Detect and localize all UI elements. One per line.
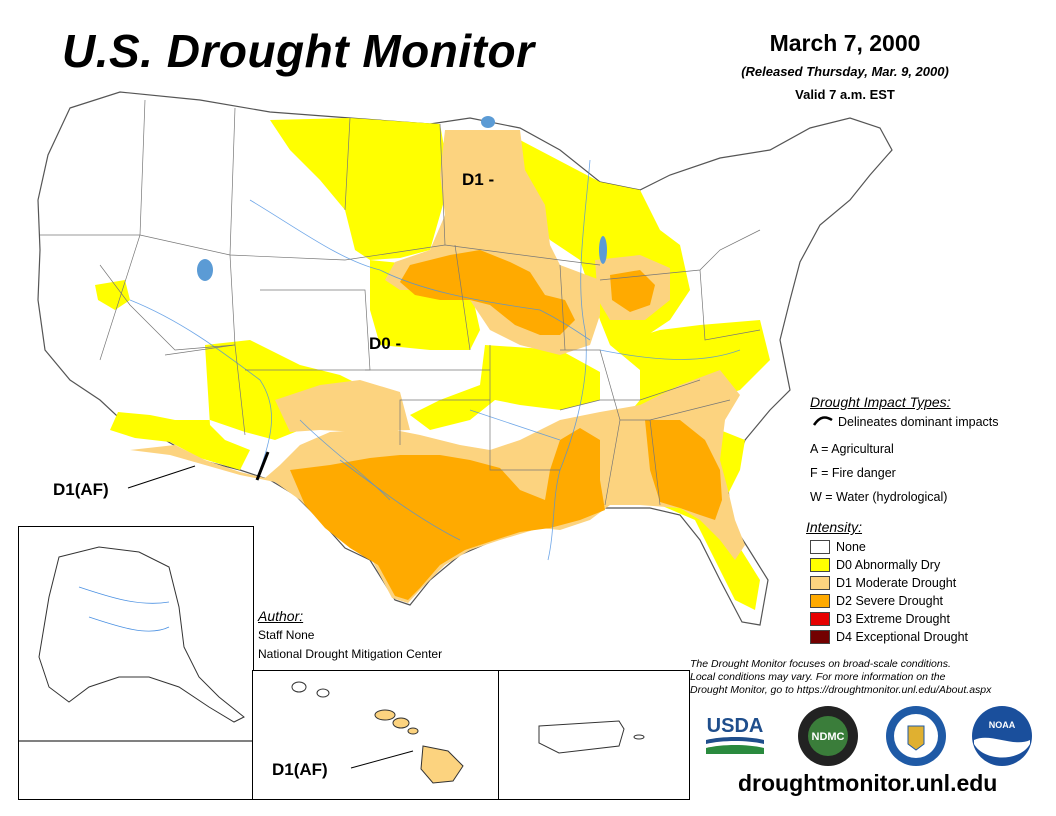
intensity-swatch — [810, 576, 830, 590]
note-line-3: Drought Monitor, go to https://droughtmo… — [690, 684, 992, 696]
intensity-label: D2 Severe Drought — [836, 594, 944, 608]
intensity-label: D1 Moderate Drought — [836, 576, 957, 590]
impact-agricultural: A = Agricultural — [810, 442, 894, 456]
label-d0-central: D0 - — [369, 334, 402, 353]
intensity-label: None — [836, 540, 866, 554]
river-lines — [129, 159, 741, 561]
impact-boundary-line — [255, 451, 270, 481]
commerce-seal-logo — [884, 704, 948, 768]
author-heading: Author: — [258, 608, 304, 624]
intensity-swatch — [810, 558, 830, 572]
intensity-swatch — [810, 540, 830, 554]
impact-fire: F = Fire danger — [810, 466, 896, 480]
note-line-2: Local conditions may vary. For more info… — [690, 671, 946, 683]
alaska-inset — [18, 526, 254, 800]
alaska-map — [19, 546, 253, 742]
map-date: March 7, 2000 — [769, 30, 921, 56]
intensity-legend: None D0 Abnormally Dry D1 Moderate Drought… — [810, 540, 1010, 650]
hawaii-map — [291, 681, 464, 784]
intensity-label: D4 Exceptional Drought — [836, 630, 969, 644]
noaa-logo: NOAA — [970, 704, 1034, 768]
intensity-label: D0 Abnormally Dry — [836, 558, 941, 572]
intensity-swatch — [810, 594, 830, 608]
impact-line-icon — [812, 416, 833, 426]
valid-time: Valid 7 a.m. EST — [795, 87, 895, 102]
intensity-swatch — [810, 630, 830, 644]
impact-line-label: Delineates dominant impacts — [838, 415, 999, 429]
hawaii-inset — [252, 670, 500, 800]
label-d1-north: D1 - — [462, 170, 495, 189]
disclaimer-note: The Drought Monitor focuses on broad-sca… — [690, 658, 991, 697]
note-line-1: The Drought Monitor focuses on broad-sca… — [690, 658, 951, 670]
label-d1af-hawaii: D1(AF) — [272, 760, 328, 779]
release-date: (Released Thursday, Mar. 9, 2000) — [741, 64, 949, 79]
map-title: U.S. Drought Monitor — [62, 25, 535, 77]
puerto-rico-map — [538, 720, 645, 754]
lakes — [197, 116, 607, 281]
impact-water: W = Water (hydrological) — [810, 490, 948, 504]
intensity-heading: Intensity: — [806, 519, 863, 535]
intensity-label: D3 Extreme Drought — [836, 612, 950, 626]
noaa-logo-text: NOAA — [989, 720, 1016, 730]
puerto-rico-inset — [498, 670, 690, 800]
author-name: Staff None — [258, 628, 315, 642]
d2-regions — [290, 250, 722, 600]
website-url[interactable]: droughtmonitor.unl.edu — [738, 770, 998, 796]
ndmc-logo: NDMC — [796, 704, 860, 768]
noaa-logo-graphic: NOAA — [972, 706, 1032, 766]
usda-logo-text: USDA — [707, 715, 764, 737]
ndmc-logo-graphic: NDMC — [798, 706, 858, 766]
ndmc-logo-text: NDMC — [812, 731, 845, 743]
author-organization: National Drought Mitigation Center — [258, 647, 443, 661]
impact-types-heading: Drought Impact Types: — [810, 394, 951, 410]
usda-logo-graphic: USDA — [706, 715, 764, 754]
state-boundaries — [40, 99, 761, 506]
d1af-leader-line — [127, 465, 196, 489]
intensity-swatch — [810, 612, 830, 626]
commerce-seal-graphic — [886, 706, 946, 766]
label-d1af-southwest: D1(AF) — [53, 480, 109, 499]
usda-logo: USDA — [702, 710, 768, 760]
